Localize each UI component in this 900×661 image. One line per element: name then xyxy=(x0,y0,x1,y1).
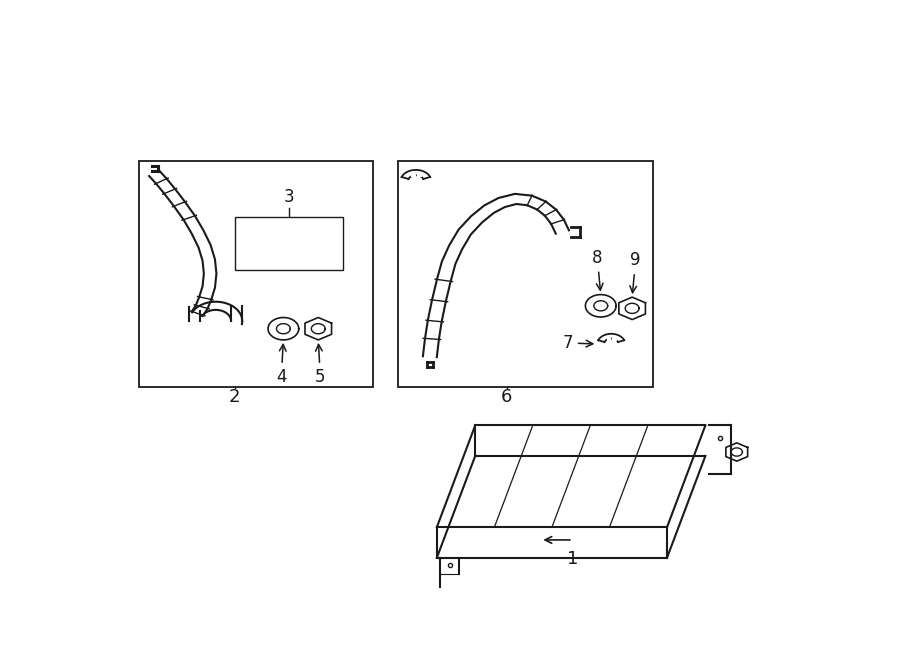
Bar xyxy=(139,161,373,387)
Text: 1: 1 xyxy=(567,550,579,568)
Text: 8: 8 xyxy=(592,249,603,290)
Bar xyxy=(399,161,653,387)
Text: 5: 5 xyxy=(315,344,326,386)
Text: 9: 9 xyxy=(630,251,641,293)
Text: 7: 7 xyxy=(562,334,593,352)
Text: 2: 2 xyxy=(229,389,240,407)
Text: 3: 3 xyxy=(284,188,294,206)
Bar xyxy=(235,217,343,270)
Text: 4: 4 xyxy=(276,344,286,386)
Text: 6: 6 xyxy=(501,389,512,407)
